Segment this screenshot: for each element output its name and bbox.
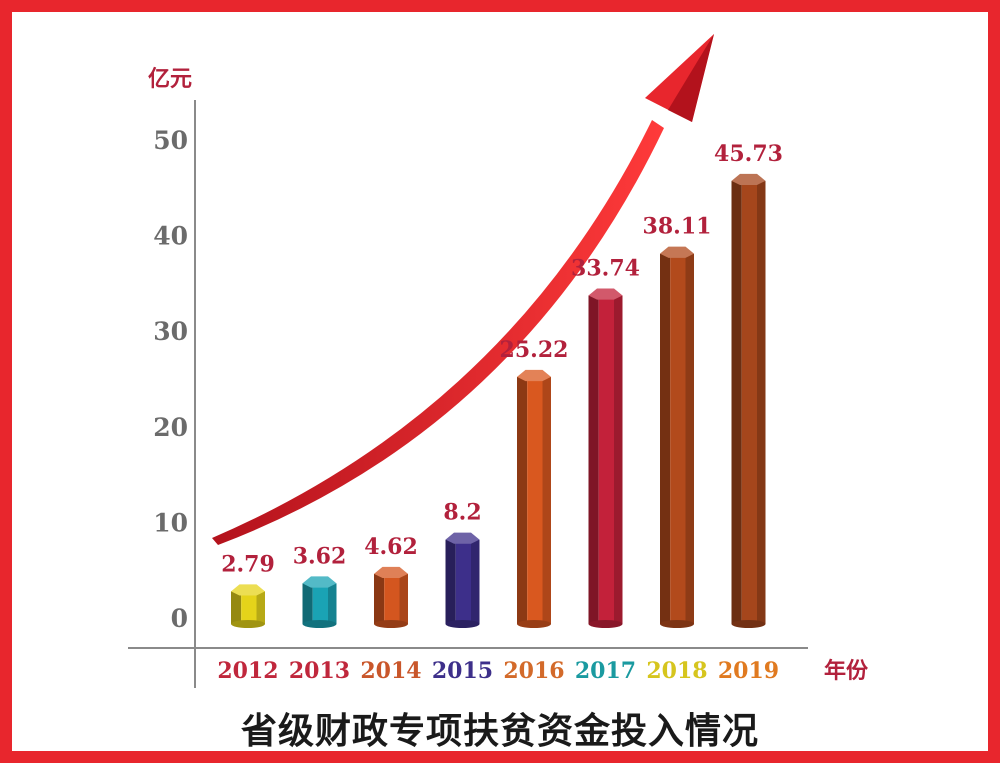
x-tick-label: 2013	[289, 658, 350, 684]
bar-base	[517, 620, 551, 628]
y-tick-label: 30	[153, 317, 188, 346]
bar-base	[588, 620, 623, 628]
bar-face-left	[445, 539, 456, 624]
bar-top-cap	[302, 576, 337, 588]
bar-face-right	[399, 573, 408, 624]
bar-base	[374, 620, 408, 628]
bar-face-right	[614, 295, 623, 624]
bar-top-cap	[731, 173, 766, 186]
x-tick-label: 2016	[503, 658, 564, 684]
bar-face-front	[241, 591, 257, 624]
y-tick-label: 50	[153, 126, 188, 155]
chart-title: 省级财政专项扶贫资金投入情况	[241, 710, 759, 752]
bar-face-front	[598, 295, 614, 624]
x-axis-unit-label: 年份	[824, 658, 869, 684]
value-label: 3.62	[293, 543, 347, 569]
bar-face-front	[741, 180, 757, 624]
bar-top-cap	[660, 246, 694, 258]
bar-base	[731, 620, 766, 628]
bar-base	[660, 620, 694, 628]
x-tick-label: 2014	[360, 658, 421, 684]
x-tick-label: 2019	[718, 658, 779, 684]
y-axis-unit-label: 亿元	[148, 66, 192, 92]
y-tick-label: 20	[153, 413, 188, 442]
bar-face-left	[302, 583, 313, 624]
bar-face-right	[256, 591, 265, 624]
bar	[731, 173, 766, 628]
trend-arrow	[212, 34, 714, 545]
value-label: 38.11	[643, 214, 712, 240]
bar	[588, 288, 623, 628]
bar-top-cap	[588, 288, 623, 300]
x-tick-label: 2018	[646, 658, 707, 684]
y-tick-label: 0	[171, 604, 188, 633]
bar-top-cap	[445, 532, 480, 544]
bar	[517, 369, 551, 628]
bar-face-right	[328, 583, 337, 624]
bar-face-left	[731, 180, 742, 624]
bar-face-front	[312, 583, 328, 624]
value-label: 2.79	[221, 551, 275, 577]
value-label: 8.2	[443, 500, 481, 526]
bar-top-cap	[374, 566, 408, 579]
bar-base	[302, 620, 337, 628]
bar-face-left	[588, 295, 599, 624]
x-tick-label: 2012	[217, 658, 278, 684]
bar-face-left	[231, 591, 242, 624]
bar-top-cap	[517, 369, 551, 382]
bar-face-front	[384, 573, 400, 624]
bar-face-right	[685, 253, 694, 624]
value-label: 33.74	[571, 255, 640, 281]
y-tick-label: 40	[153, 222, 188, 251]
x-tick-label: 2015	[432, 658, 493, 684]
bar-face-front	[670, 253, 686, 624]
bar-face-front	[527, 376, 543, 624]
bar-face-right	[757, 180, 766, 624]
bar	[445, 532, 480, 628]
bar	[374, 566, 408, 628]
bars	[231, 173, 766, 628]
y-tick-labels: 0 10 20 30 40 50	[153, 126, 188, 633]
bar	[302, 576, 337, 628]
bar-base	[445, 620, 480, 628]
x-tick-labels: 2012 2013 2014 2015 2016 2017 2018 2019	[217, 658, 779, 684]
y-tick-label: 10	[153, 508, 188, 537]
value-label: 45.73	[714, 141, 783, 167]
bar-face-left	[660, 253, 671, 624]
bar-top-cap	[231, 584, 265, 596]
bar	[660, 246, 694, 628]
bar	[231, 584, 265, 628]
bar-face-left	[374, 573, 385, 624]
bar-face-right	[542, 376, 551, 624]
value-label: 4.62	[364, 534, 418, 560]
bar-face-right	[471, 539, 480, 624]
x-tick-label: 2017	[575, 658, 636, 684]
bar-face-left	[517, 376, 528, 624]
bar-base	[231, 620, 265, 628]
bar-face-front	[455, 539, 471, 624]
value-label: 25.22	[500, 337, 569, 363]
